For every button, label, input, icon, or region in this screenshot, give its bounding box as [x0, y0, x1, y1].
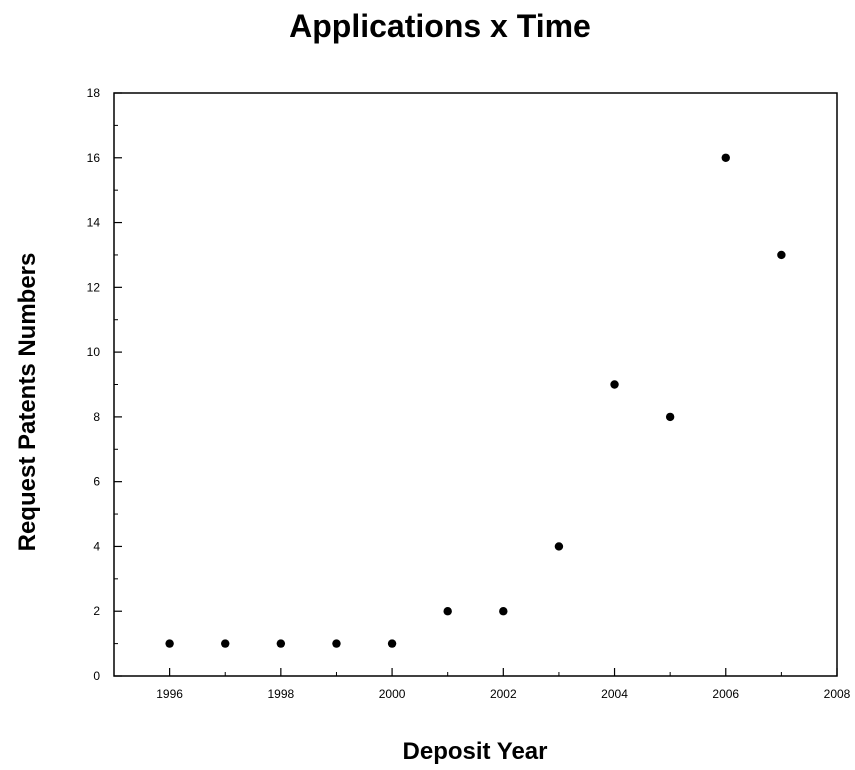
data-point: [554, 542, 564, 551]
data-point: [610, 380, 619, 389]
x-axis-label: Deposit Year: [402, 738, 548, 765]
x-tick-label: 2002: [490, 687, 517, 701]
data-point: [276, 639, 286, 648]
y-tick-label: 2: [93, 604, 100, 618]
plot-frame: [113, 92, 838, 677]
y-tick-label: 12: [87, 280, 101, 294]
data-point: [721, 153, 730, 162]
y-tick-label: 16: [87, 151, 101, 165]
y-tick-label: 18: [87, 86, 101, 100]
data-point: [221, 639, 230, 648]
data-points: [165, 153, 786, 648]
x-tick-label: 1996: [156, 687, 183, 701]
chart-title: Applications x Time: [289, 8, 591, 44]
data-point: [665, 412, 675, 422]
y-tick-label: 4: [93, 539, 100, 553]
y-tick-label: 6: [93, 475, 100, 489]
x-tick-label: 2006: [712, 687, 739, 701]
data-point: [499, 607, 508, 616]
x-tick-label: 2000: [379, 687, 406, 701]
x-tick-label: 2004: [601, 687, 628, 701]
data-point: [387, 639, 397, 648]
x-tick-label: 2008: [824, 687, 851, 701]
x-axis: 1996 1998 2000 2002 2004 2006 2008: [156, 668, 851, 701]
x-tick-label: 1998: [267, 687, 294, 701]
data-point: [443, 607, 452, 616]
data-point: [165, 639, 174, 648]
data-point: [777, 250, 786, 260]
y-axis-label: Request Patents Numbers: [14, 252, 41, 552]
y-tick-label: 14: [87, 216, 101, 230]
y-axis: 0 2 4 6 8 10 12 14 16 18: [87, 86, 122, 683]
y-tick-label: 8: [93, 410, 100, 424]
data-point: [332, 639, 341, 648]
y-tick-label: 0: [93, 669, 100, 683]
y-tick-label: 10: [87, 345, 101, 359]
